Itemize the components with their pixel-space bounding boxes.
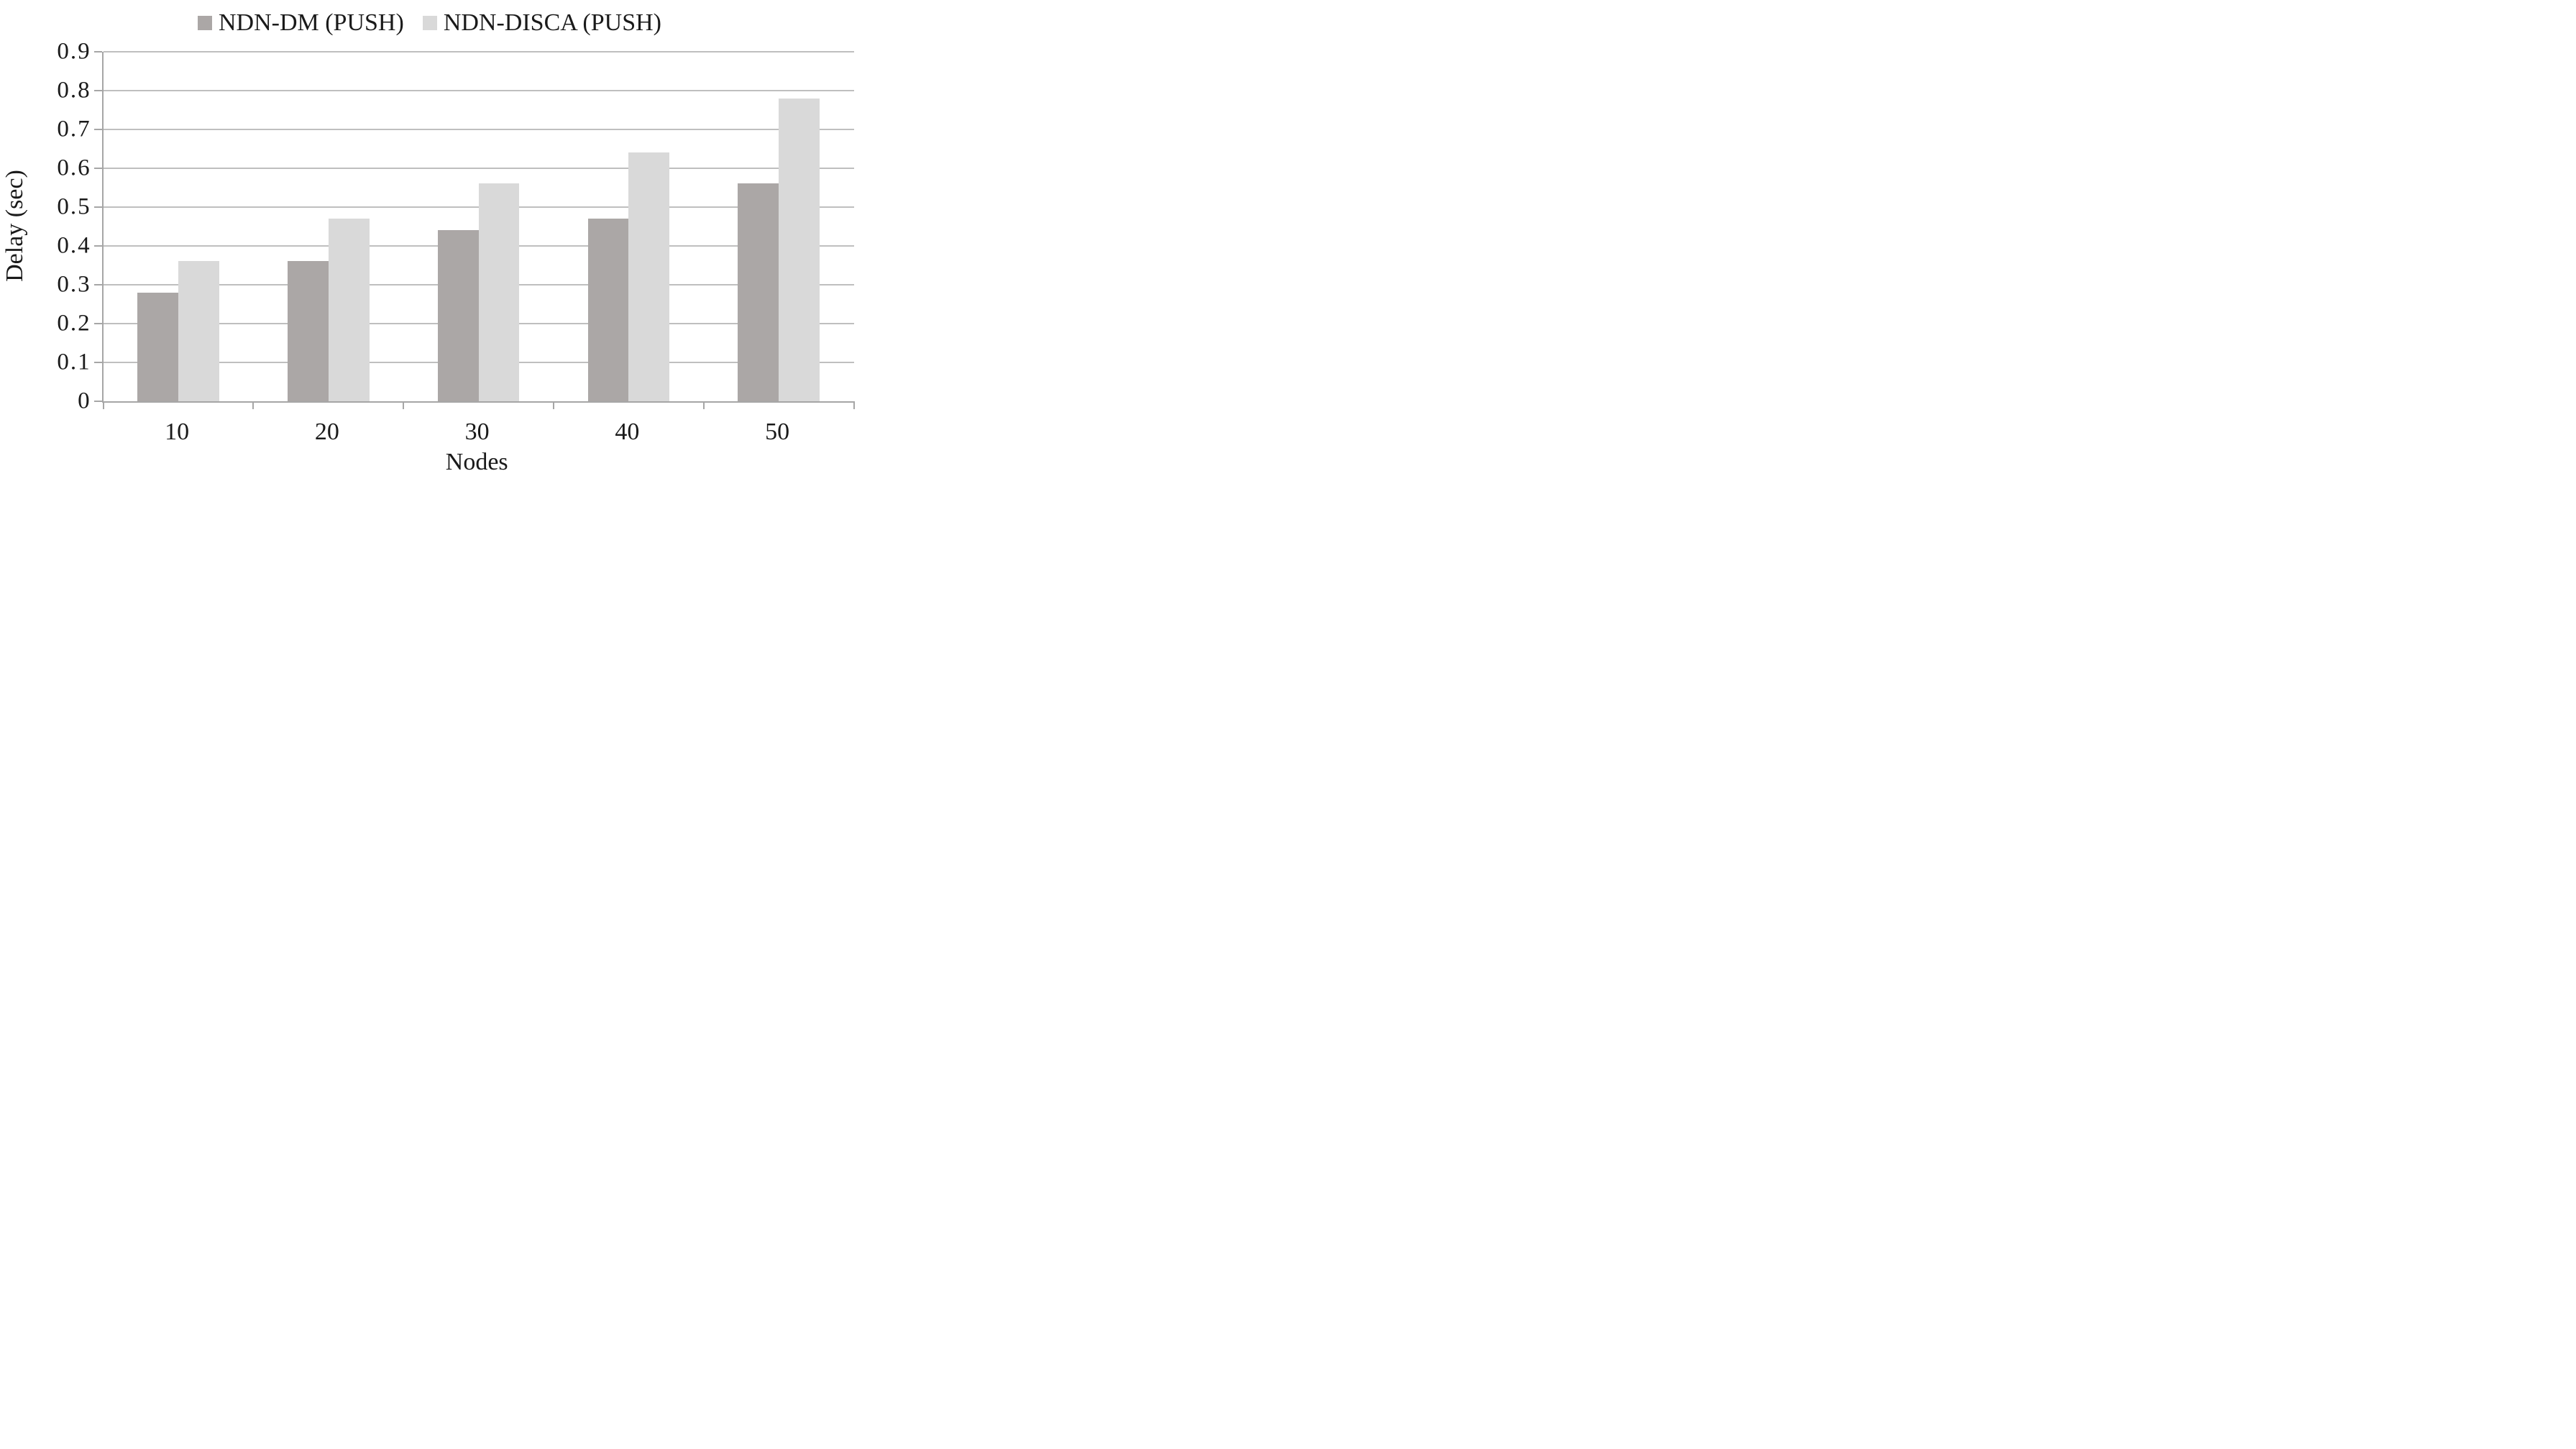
bar-ndn-dm-push--50 — [738, 183, 779, 401]
legend-label: NDN-DISCA (PUSH) — [443, 9, 662, 36]
gridline — [103, 51, 854, 53]
gridline — [103, 89, 854, 91]
legend-label: NDN-DM (PUSH) — [218, 9, 404, 36]
legend-item-1: NDN-DM (PUSH) — [197, 9, 404, 36]
x-tick-label: 50 — [765, 418, 790, 445]
y-tick-label: 0 — [78, 388, 91, 414]
bar-ndn-dm-push--10 — [137, 292, 179, 401]
bar-ndn-disca-push--20 — [328, 219, 370, 401]
x-tick-label: 40 — [615, 418, 640, 445]
x-axis-tick — [252, 401, 255, 409]
bar-ndn-disca-push--40 — [628, 152, 670, 401]
gridline — [103, 167, 854, 169]
gridline — [103, 128, 854, 130]
y-axis-tick — [93, 361, 102, 363]
bar-ndn-dm-push--30 — [437, 230, 479, 401]
y-axis-tick — [93, 89, 102, 91]
bar-ndn-disca-push--10 — [178, 261, 219, 401]
plot-area — [93, 51, 855, 409]
y-tick-label: 0.4 — [57, 232, 91, 259]
chart-legend: NDN-DM (PUSH) NDN-DISCA (PUSH) — [0, 6, 859, 40]
y-axis-tick — [93, 322, 102, 324]
y-axis-tick — [93, 283, 102, 285]
y-tick-label: 0.7 — [57, 116, 91, 142]
bar-group-40 — [554, 52, 704, 401]
x-tick-label: 10 — [165, 418, 190, 445]
y-tick-label: 0.5 — [57, 193, 91, 220]
bar-chart-figure: NDN-DM (PUSH) NDN-DISCA (PUSH) Delay (sec… — [0, 0, 859, 483]
legend-swatch-icon — [422, 16, 437, 30]
bar-ndn-disca-push--50 — [779, 98, 820, 401]
y-tick-label: 0.8 — [57, 77, 91, 104]
x-tick-label: 20 — [314, 418, 339, 445]
x-axis-tick — [553, 401, 555, 409]
y-axis-tick — [93, 400, 102, 402]
y-tick-label: 0.6 — [57, 155, 91, 181]
y-tick-label: 0.3 — [57, 271, 91, 298]
x-tick-label: 30 — [464, 418, 490, 445]
legend-item-2: NDN-DISCA (PUSH) — [422, 9, 662, 36]
x-axis-tick — [853, 401, 855, 409]
x-axis-tick — [403, 401, 405, 409]
bar-ndn-dm-push--20 — [288, 261, 329, 401]
bar-group-50 — [704, 52, 854, 401]
x-axis-tick — [702, 401, 705, 409]
y-axis-tick — [93, 244, 102, 247]
x-axis-tick — [102, 401, 104, 409]
y-axis-tick — [93, 206, 102, 208]
y-tick-label: 0.9 — [57, 38, 91, 65]
y-tick-label: 0.1 — [57, 349, 91, 375]
y-tick-label: 0.2 — [57, 310, 91, 337]
bar-ndn-dm-push--40 — [587, 219, 629, 401]
bar-group-20 — [253, 52, 403, 401]
y-axis-tick — [93, 51, 102, 53]
x-axis-title: Nodes — [445, 449, 508, 476]
bar-group-10 — [104, 52, 254, 401]
bar-ndn-disca-push--30 — [478, 183, 520, 401]
x-tick-labels: 10 20 30 40 50 — [102, 418, 853, 449]
bar-group-30 — [403, 52, 554, 401]
y-tick-labels: 0.9 0.8 0.7 0.6 0.5 0.4 0.3 0.2 0.1 0 — [0, 40, 91, 413]
y-axis-tick — [93, 167, 102, 169]
y-axis-tick — [93, 128, 102, 130]
legend-swatch-icon — [197, 16, 212, 30]
